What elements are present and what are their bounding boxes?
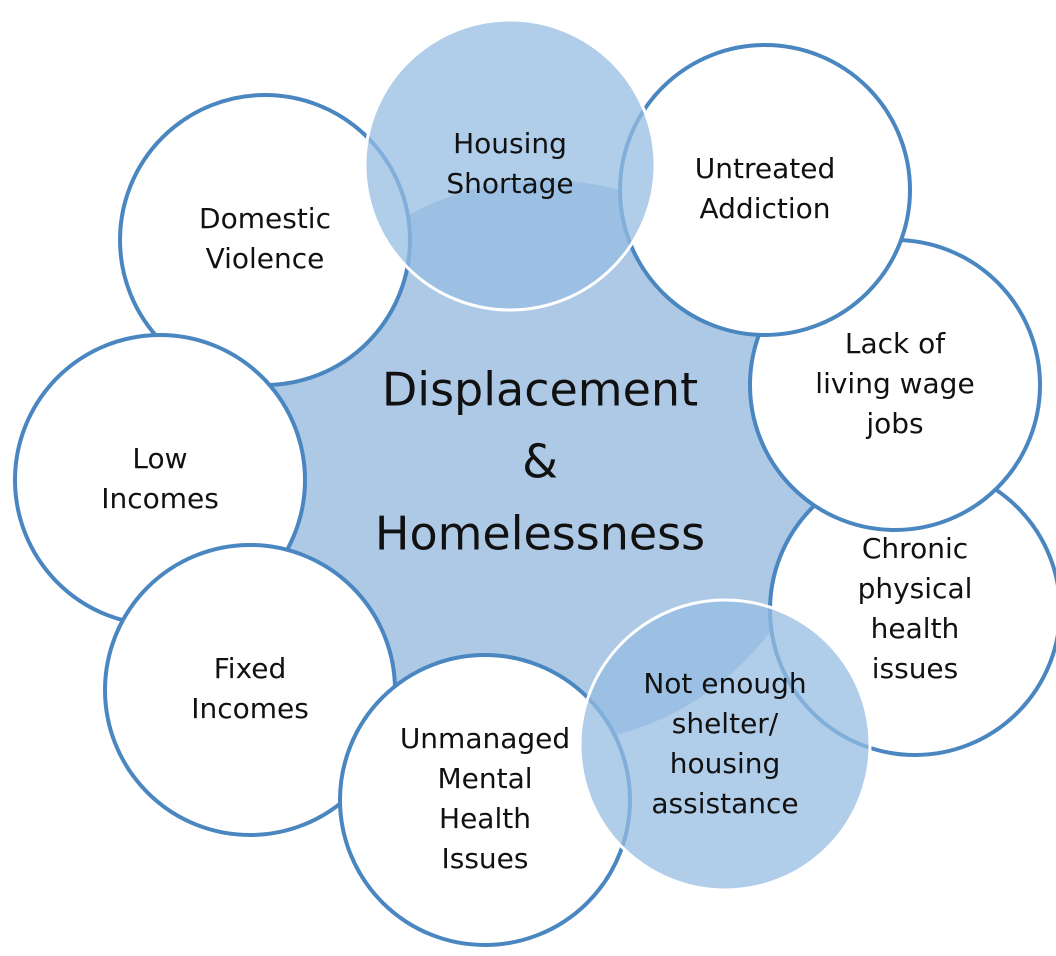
- node-label: physical: [858, 572, 973, 605]
- node-label: Fixed: [214, 652, 287, 685]
- node-label: shelter/: [672, 707, 779, 740]
- node-label: Not enough: [643, 667, 806, 700]
- node-label: &: [522, 435, 558, 489]
- node-label: Homelessness: [375, 507, 705, 561]
- node-label: housing: [670, 747, 781, 780]
- node-circle: [580, 600, 870, 890]
- node-label: Chronic: [862, 532, 968, 565]
- node-label: jobs: [865, 407, 923, 440]
- node-label: Unmanaged: [400, 722, 570, 755]
- node-label: Incomes: [191, 692, 309, 725]
- node-label: assistance: [651, 787, 798, 820]
- node-label: Lack of: [845, 327, 946, 360]
- center-circle: [263, 180, 827, 744]
- node: Untreated Addiction: [618, 43, 912, 337]
- node-label: Mental: [437, 762, 532, 795]
- node-label: Shortage: [446, 167, 573, 200]
- node: Not enough shelter/housing assistance: [578, 598, 872, 892]
- node-label: Violence: [206, 242, 325, 275]
- node-outline: [578, 598, 872, 892]
- node-label: Health: [439, 802, 531, 835]
- node-label: health: [871, 612, 960, 645]
- node-label: Untreated: [695, 152, 835, 185]
- node: Unmanaged Mental Health Issues: [338, 653, 632, 947]
- node-label: Incomes: [101, 482, 219, 515]
- node-outline: [363, 18, 657, 312]
- node-circle: [618, 43, 912, 337]
- node-label: Housing: [453, 127, 567, 160]
- node-label: issues: [872, 652, 959, 685]
- node-label: Displacement: [382, 363, 698, 417]
- node-circle: [365, 20, 655, 310]
- node-label: Low: [132, 442, 187, 475]
- node-label: Domestic: [199, 202, 331, 235]
- node-label: Issues: [442, 842, 529, 875]
- node-label: living wage: [815, 367, 974, 400]
- node: Housing Shortage: [363, 18, 657, 312]
- node-label: Addiction: [699, 192, 830, 225]
